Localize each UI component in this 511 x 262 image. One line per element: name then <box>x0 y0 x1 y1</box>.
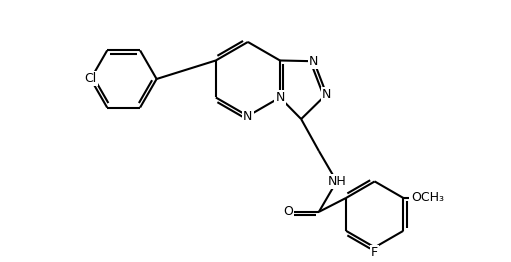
Text: O: O <box>284 205 293 218</box>
Text: N: N <box>275 91 285 104</box>
Text: N: N <box>322 88 331 101</box>
Text: NH: NH <box>327 175 346 188</box>
Text: N: N <box>309 55 318 68</box>
Text: F: F <box>371 246 378 259</box>
Text: OCH₃: OCH₃ <box>411 192 444 204</box>
Text: Cl: Cl <box>84 73 97 85</box>
Text: N: N <box>243 110 252 123</box>
